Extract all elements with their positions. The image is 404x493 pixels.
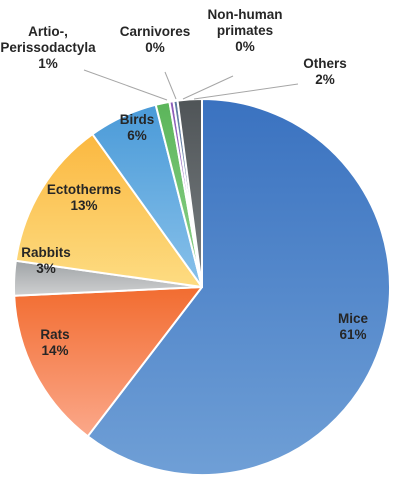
leader-line-carnivores [164, 71, 177, 100]
pie-slice-rats [13, 286, 203, 438]
slice-label-line: Rats [40, 327, 69, 342]
slice-label-rats: Rats 14% [40, 327, 69, 358]
leader-line-non-human-primates [182, 75, 234, 100]
slice-label-line: Artio-, [28, 24, 68, 39]
slice-label-mice: Mice 61% [338, 311, 369, 342]
slice-label-carnivores: Carnivores 0% [120, 24, 191, 55]
pie-slice-ectotherms [14, 133, 203, 288]
slice-label-birds: Birds 6% [120, 112, 155, 143]
slice-label-line: Mice [338, 311, 369, 326]
slice-label-line: Birds [120, 112, 155, 127]
slice-label-line: Perissodactyla [0, 40, 96, 55]
slice-label-line: 0% [235, 39, 255, 54]
slice-label-rabbits: Rabbits 3% [21, 245, 71, 276]
slice-label-line: Rabbits [21, 245, 71, 260]
pie-slice-mice [86, 98, 391, 476]
slice-label-others: Others 2% [303, 56, 347, 87]
slice-label-line: 61% [339, 327, 366, 342]
slice-label-artio-perissodactyla: Artio-, Perissodactyla 1% [0, 24, 96, 71]
slice-label-line: 6% [127, 128, 147, 143]
leader-lines [83, 69, 299, 101]
slice-label-line: 1% [38, 56, 58, 71]
pie-slices [12, 97, 391, 476]
slice-label-non-human-primates: Non-human primates 0% [208, 7, 283, 54]
slice-label-line: Ectotherms [47, 182, 121, 197]
slice-labels: Mice 61% Rats 14% Rabbits 3% Ectotherms 13% Bird… [0, 7, 368, 358]
slice-label-line: Non-human [208, 7, 283, 22]
slice-label-line: 0% [145, 40, 165, 55]
slice-label-line: 3% [36, 261, 56, 276]
slice-label-line: primates [217, 23, 273, 38]
leader-line-others [193, 83, 299, 100]
leader-line-artio-perissodactyla [83, 69, 168, 101]
slice-label-line: 14% [41, 343, 68, 358]
slice-label-ectotherms: Ectotherms 13% [47, 182, 121, 213]
slice-label-line: Others [303, 56, 347, 71]
slice-label-line: 2% [315, 72, 335, 87]
pie-slice-others [176, 97, 203, 288]
slice-label-line: Carnivores [120, 24, 191, 39]
slice-label-line: 13% [70, 198, 97, 213]
